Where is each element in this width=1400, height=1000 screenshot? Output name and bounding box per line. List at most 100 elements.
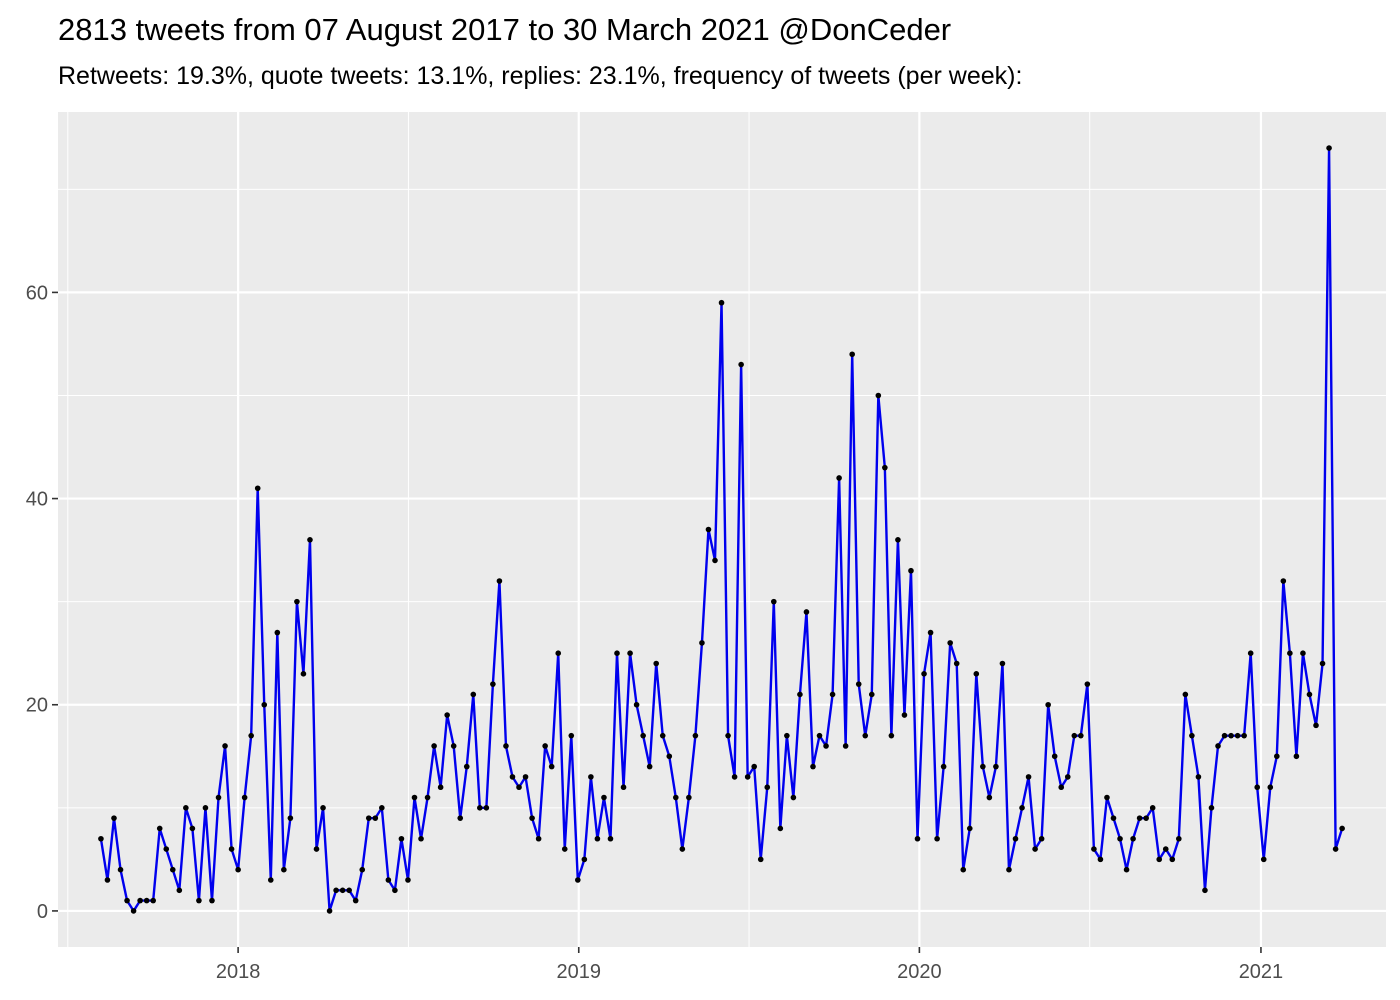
data-point: [365, 815, 372, 821]
data-point: [124, 897, 130, 904]
data-point: [1189, 732, 1195, 739]
data-point: [522, 774, 529, 780]
data-point: [261, 701, 268, 708]
y-tick-label: 20: [26, 695, 48, 717]
data-point: [1208, 805, 1215, 811]
data-point: [1006, 866, 1012, 873]
data-point: [699, 640, 705, 646]
data-point: [646, 763, 653, 770]
data-point: [548, 763, 555, 770]
data-point: [1032, 846, 1038, 852]
data-point: [999, 660, 1006, 667]
minor-gridlines: [58, 112, 1386, 947]
data-point: [614, 650, 620, 656]
data-point: [601, 794, 607, 801]
data-point: [855, 681, 862, 687]
data-point: [966, 825, 973, 832]
data-point: [725, 732, 731, 739]
data-point: [320, 805, 326, 811]
data-point: [1169, 856, 1176, 863]
data-point: [254, 485, 261, 492]
chart-subtitle: Retweets: 19.3%, quote tweets: 13.1%, re…: [58, 62, 1023, 90]
data-point: [1221, 732, 1228, 739]
data-point: [372, 815, 379, 821]
data-point: [1064, 774, 1071, 780]
data-point: [98, 835, 104, 842]
data-point: [1110, 815, 1117, 821]
data-point: [751, 763, 757, 770]
data-point: [588, 774, 594, 780]
data-point: [339, 887, 346, 894]
data-point: [1241, 732, 1247, 739]
data-point: [1051, 753, 1058, 760]
data-point: [1280, 578, 1287, 584]
data-point: [137, 897, 143, 904]
data-point: [463, 763, 470, 770]
data-point: [1045, 701, 1051, 708]
data-point: [686, 794, 692, 801]
data-point: [359, 866, 366, 873]
data-point: [1136, 815, 1143, 821]
data-point: [666, 753, 673, 760]
data-point: [385, 877, 392, 883]
data-point: [784, 732, 790, 739]
data-point: [326, 908, 333, 914]
data-point: [228, 846, 235, 852]
data-point: [738, 361, 744, 368]
data-point: [862, 732, 869, 739]
data-point: [1267, 784, 1274, 791]
data-point: [1293, 753, 1300, 760]
data-point: [607, 835, 614, 842]
data-point: [594, 835, 601, 842]
data-point: [248, 732, 254, 739]
data-point: [1084, 681, 1091, 687]
data-point: [1012, 835, 1019, 842]
data-point: [1202, 887, 1208, 894]
data-point: [274, 629, 281, 636]
data-point: [712, 557, 718, 564]
data-point: [398, 835, 405, 842]
data-point: [731, 774, 738, 780]
data-point: [555, 650, 562, 656]
data-point: [1162, 846, 1169, 852]
data-point: [679, 846, 686, 852]
data-point: [895, 537, 901, 543]
data-point: [1287, 650, 1293, 656]
data-point: [947, 640, 953, 646]
data-point: [797, 691, 803, 698]
data-point: [196, 897, 202, 904]
data-point: [431, 743, 437, 749]
data-point: [627, 650, 633, 656]
data-point: [973, 671, 980, 677]
data-point: [444, 712, 450, 718]
data-point: [829, 691, 836, 698]
data-point: [1182, 691, 1189, 698]
data-point: [156, 825, 163, 832]
data-point: [104, 877, 111, 883]
data-point: [470, 691, 477, 698]
data-point: [921, 671, 927, 677]
data-point: [1313, 722, 1319, 729]
data-point: [1339, 825, 1345, 832]
data-point: [496, 578, 503, 584]
y-tick-label: 60: [26, 282, 48, 304]
data-point: [1247, 650, 1254, 656]
chart-title: 2813 tweets from 07 August 2017 to 30 Ma…: [58, 12, 952, 47]
data-point: [437, 784, 444, 791]
data-point: [1319, 660, 1326, 667]
data-point: [1195, 774, 1202, 780]
data-point: [718, 299, 725, 306]
data-point: [111, 815, 117, 821]
data-point: [1123, 866, 1130, 873]
data-point: [535, 835, 542, 842]
data-point: [777, 825, 784, 832]
data-point: [659, 732, 666, 739]
data-point: [1326, 145, 1332, 151]
y-tick-label: 0: [37, 901, 48, 923]
data-point: [1019, 805, 1025, 811]
data-point: [1058, 784, 1065, 791]
x-tick-label: 2020: [897, 961, 942, 983]
axes-layer: 0 20 40 60 2018 2019 2020 2021: [26, 282, 1283, 983]
data-point: [405, 877, 411, 883]
data-point: [764, 784, 771, 791]
